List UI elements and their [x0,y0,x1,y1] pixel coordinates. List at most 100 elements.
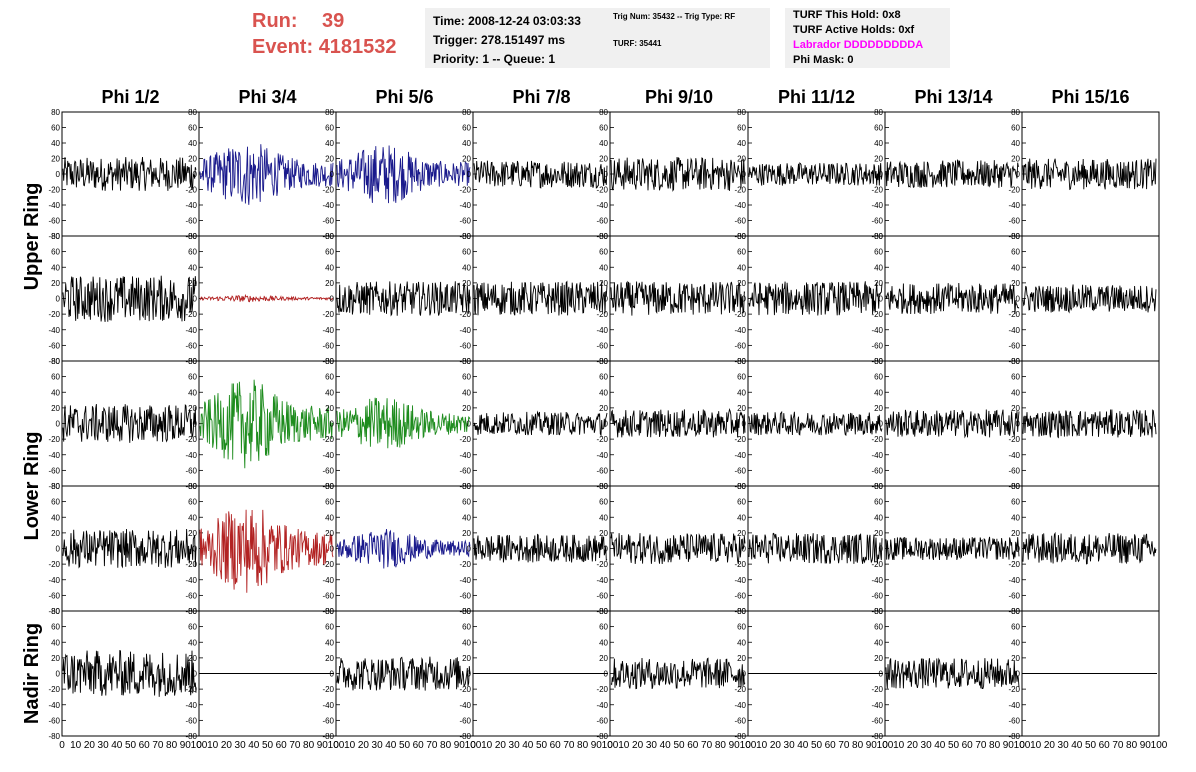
y-tick-label: 80 [874,108,883,117]
y-tick-label: -60 [322,716,334,725]
y-tick-label: 20 [51,529,60,538]
x-tick-label: 70 [975,740,987,751]
y-tick-label: 0 [467,670,472,679]
y-tick-label: -40 [734,201,746,210]
x-tick-label: 40 [522,740,534,751]
y-tick-label: -40 [1008,701,1020,710]
y-tick-label: -20 [1008,685,1020,694]
y-tick-label: 0 [1016,170,1021,179]
y-tick-label: 0 [879,545,884,554]
y-tick-label: -20 [185,186,197,195]
y-tick-label: -40 [185,451,197,460]
x-tick-label: 60 [413,740,425,751]
y-tick-label: -40 [459,201,471,210]
y-tick-label: 40 [737,263,746,272]
row-header-1: Upper Ring [21,183,43,291]
x-tick-label: 100 [1014,740,1031,751]
y-tick-label: 0 [56,170,61,179]
time-info-box: Time: 2008-12-24 03:03:33 Trigger: 278.1… [425,8,617,68]
y-tick-label: 0 [193,295,198,304]
y-tick-label: -40 [459,576,471,585]
y-tick-label: -60 [734,466,746,475]
trace-black [473,410,608,437]
y-tick-label: -20 [734,310,746,319]
y-tick-label: 60 [874,248,883,257]
y-tick-label: 40 [1011,513,1020,522]
y-tick-label: 20 [874,404,883,413]
y-tick-label: 20 [51,155,60,164]
y-tick-label: 20 [188,529,197,538]
y-tick-label: -40 [1008,576,1020,585]
y-tick-label: 60 [874,124,883,133]
turf-hold-text: TURF This Hold: 0x8 [793,9,901,21]
x-tick-label: 50 [399,740,411,751]
y-tick-label: -80 [871,732,883,741]
y-tick-label: 20 [1011,529,1020,538]
y-tick-label: -60 [734,716,746,725]
y-tick-label: 60 [874,623,883,632]
x-tick-label: 30 [1058,740,1070,751]
trace-black [336,656,471,691]
y-tick-label: -40 [185,701,197,710]
x-tick-label: 20 [221,740,233,751]
x-tick-label: 10 [344,740,356,751]
y-tick-label: -60 [48,217,60,226]
x-tick-label: 30 [509,740,521,751]
y-tick-label: 60 [599,248,608,257]
y-tick-label: -20 [185,560,197,569]
x-tick-label: 30 [235,740,247,751]
y-tick-label: 80 [1011,232,1020,241]
x-tick-label: 60 [1099,740,1111,751]
x-tick-label: 10 [618,740,630,751]
y-tick-label: -60 [1008,217,1020,226]
y-tick-label: 20 [325,155,334,164]
y-tick-label: -20 [48,186,60,195]
y-tick-label: 80 [188,232,197,241]
y-tick-label: -60 [596,217,608,226]
x-tick-label: 20 [632,740,644,751]
turf-active-text: TURF Active Holds: 0xf [793,24,915,36]
y-tick-label: 80 [462,108,471,117]
y-tick-label: 20 [1011,155,1020,164]
y-tick-label: -40 [1008,451,1020,460]
x-tick-label: 30 [98,740,110,751]
y-tick-label: 0 [467,545,472,554]
y-tick-label: 60 [737,248,746,257]
x-tick-label: 0 [1019,740,1025,751]
y-tick-label: 80 [51,357,60,366]
y-tick-label: -60 [734,217,746,226]
y-tick-label: 0 [330,295,335,304]
y-tick-label: -20 [734,560,746,569]
y-tick-label: 60 [599,623,608,632]
y-tick-label: 0 [742,295,747,304]
y-tick-label: -20 [596,186,608,195]
y-tick-label: 40 [737,388,746,397]
column-header-6: Phi 11/12 [778,87,855,107]
y-tick-label: -80 [322,732,334,741]
labrador-text: Labrador DDDDDDDDDA [793,39,924,51]
run-value: 39 [322,10,345,32]
y-tick-label: 40 [325,513,334,522]
y-tick-label: 40 [1011,139,1020,148]
y-tick-label: 0 [742,670,747,679]
y-tick-label: 60 [1011,124,1020,133]
y-tick-label: 60 [188,124,197,133]
y-tick-label: -40 [871,326,883,335]
y-tick-label: 40 [51,388,60,397]
column-header-7: Phi 13/14 [914,87,992,107]
y-tick-label: 0 [193,420,198,429]
trace-black [610,657,746,690]
y-tick-label: 80 [874,607,883,616]
y-tick-label: 20 [737,404,746,413]
y-tick-label: -20 [48,435,60,444]
y-tick-label: -40 [185,326,197,335]
event-label: Event: [252,36,314,58]
y-tick-label: 80 [1011,108,1020,117]
y-tick-label: -60 [1008,341,1020,350]
x-tick-label: 50 [811,740,823,751]
y-tick-label: 60 [737,623,746,632]
y-tick-label: 80 [737,357,746,366]
y-tick-label: 60 [462,124,471,133]
x-tick-label: 0 [882,740,888,751]
y-tick-label: 20 [737,279,746,288]
